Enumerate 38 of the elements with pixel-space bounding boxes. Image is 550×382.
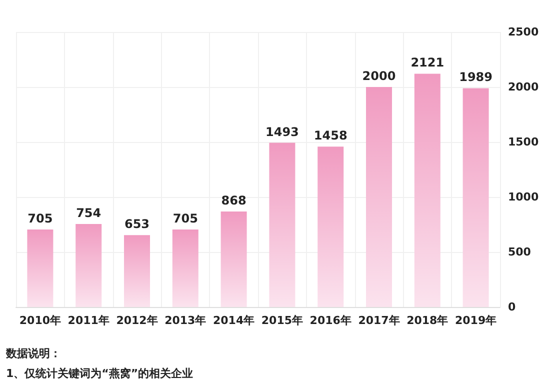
bar bbox=[220, 212, 247, 307]
data-label: 868 bbox=[221, 194, 246, 208]
bar bbox=[366, 87, 392, 307]
text: 数据说明： bbox=[5, 347, 61, 360]
bar bbox=[76, 224, 102, 307]
data-label: 1493 bbox=[265, 124, 299, 139]
x-tick-label: 2014年 bbox=[212, 314, 255, 327]
data-label: 1458 bbox=[314, 128, 348, 143]
y-tick-label: 500 bbox=[508, 246, 532, 258]
data-label: 754 bbox=[76, 206, 102, 220]
bar bbox=[318, 146, 344, 307]
bar bbox=[124, 235, 150, 307]
data-label: 2000 bbox=[362, 69, 396, 83]
data-label: 705 bbox=[28, 211, 53, 226]
data-label: 1989 bbox=[459, 70, 493, 84]
x-tick-label: 2019年 bbox=[454, 314, 497, 327]
x-tick-label: 2015年 bbox=[261, 314, 304, 327]
bar bbox=[462, 88, 489, 307]
y-tick-label: 2500 bbox=[508, 26, 539, 38]
x-tick-label: 2013年 bbox=[164, 314, 206, 327]
x-tick-label: 2016年 bbox=[310, 314, 352, 327]
y-tick-label: 0 bbox=[508, 300, 516, 314]
y-tick-label: 1500 bbox=[508, 136, 539, 148]
bar bbox=[172, 229, 198, 307]
y-tick-label: 2000 bbox=[508, 80, 539, 94]
bar bbox=[269, 142, 296, 307]
data-label: 2121 bbox=[410, 56, 444, 70]
bar bbox=[27, 229, 54, 307]
x-tick-label: 2017年 bbox=[358, 314, 400, 327]
x-tick-label: 2010年 bbox=[19, 314, 62, 327]
text: 1、仅统计关键词为“燕窝”的相关企业 bbox=[6, 367, 194, 380]
data-label: 705 bbox=[172, 211, 198, 226]
x-tick-label: 2011年 bbox=[68, 314, 110, 327]
x-tick-label: 2018年 bbox=[406, 314, 448, 327]
bar bbox=[414, 74, 440, 307]
y-tick-label: 1000 bbox=[508, 190, 539, 204]
x-tick-label: 2012年 bbox=[116, 314, 158, 327]
data-label: 653 bbox=[124, 217, 150, 232]
